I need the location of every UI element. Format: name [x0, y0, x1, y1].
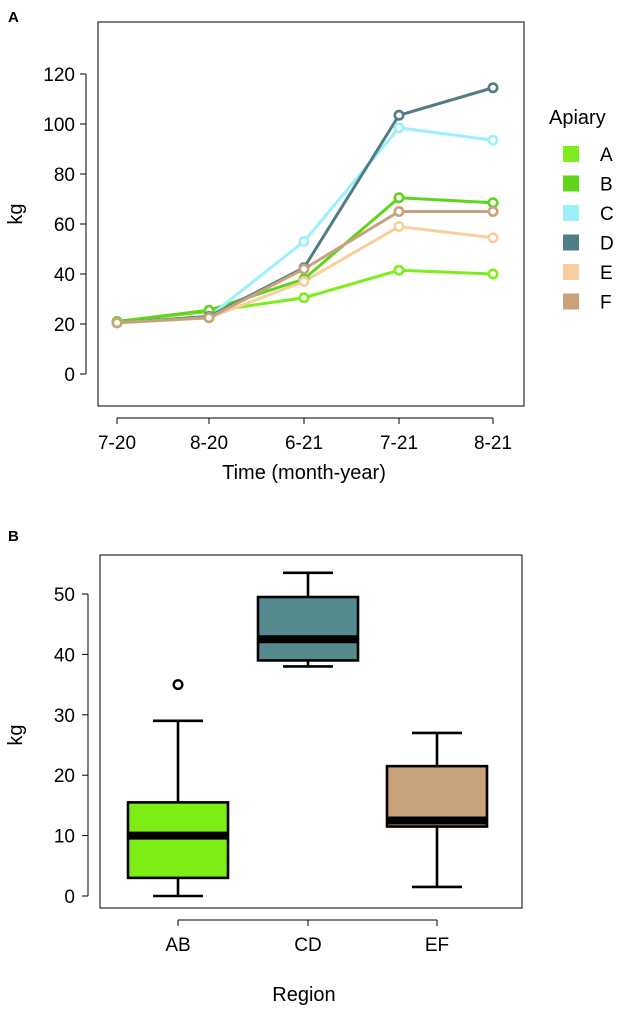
legend-title: Apiary: [549, 107, 606, 129]
legend-swatch-a: [563, 146, 579, 162]
plot-b-y-tick-label: 20: [54, 766, 75, 787]
legend-swatch-e: [563, 264, 579, 280]
plot-a-y-tick-label: 120: [43, 65, 75, 86]
series-f-point: [393, 206, 405, 218]
series-e-point: [393, 221, 405, 233]
plot-b-y-tick-label: 10: [54, 827, 75, 848]
plot-a-y-tick-label: 100: [43, 115, 75, 136]
series-b-point: [487, 197, 499, 209]
legend-label-e: E: [600, 263, 613, 284]
legend-swatch-c: [563, 205, 579, 221]
plot-b-y-tick-label: 30: [54, 706, 75, 727]
plot-b-y-tick-label: 0: [64, 887, 75, 908]
series-f-point: [487, 206, 499, 218]
legend-label-b: B: [600, 175, 613, 196]
legend-swatch-b: [563, 175, 579, 192]
plot-a-y-title: kg: [5, 203, 27, 224]
box-ef: [385, 764, 489, 828]
series-f-point: [111, 317, 123, 329]
plot-a-x-tick-label: 8-21: [474, 433, 512, 454]
plot-a-x-tick-label: 7-20: [98, 433, 136, 454]
plot-b-y-tick-label: 50: [54, 585, 75, 606]
series-e-point: [298, 275, 310, 287]
series-c-point: [487, 134, 499, 146]
series-d-point: [393, 109, 405, 121]
series-b-point: [393, 192, 405, 204]
legend-label-a: A: [600, 145, 613, 166]
plot-a-y-tick-label: 40: [54, 265, 75, 286]
plot-b-x-tick-label: CD: [294, 935, 321, 956]
series-a-point: [298, 292, 310, 304]
series-f-point: [203, 312, 215, 324]
plot-a-frame: [97, 21, 525, 407]
panel-b-letter: B: [8, 528, 19, 545]
series-a-point: [487, 268, 499, 280]
plot-b-x-tick-label: AB: [165, 935, 190, 956]
plot-a-y-tick-label: 60: [54, 215, 75, 236]
series-line-d: [116, 86, 494, 325]
legend-swatch-f: [563, 293, 579, 310]
legend-label-d: D: [600, 234, 614, 255]
box-cd: [256, 595, 360, 662]
plot-a-x-tick-label: 8-20: [190, 433, 228, 454]
plot-a-y-tick-label: 20: [54, 315, 75, 336]
box-ab: [126, 801, 230, 880]
series-f-point: [298, 263, 310, 275]
plot-b-frame: [99, 554, 523, 909]
plot-b-x-title: Region: [272, 984, 335, 1006]
series-c-point: [393, 122, 405, 134]
series-d-point: [487, 82, 499, 94]
plot-b-y-title: kg: [5, 724, 27, 745]
panel-a-letter: A: [8, 9, 19, 26]
plot-a-x-tick-label: 6-21: [285, 433, 323, 454]
series-a-point: [393, 264, 405, 276]
plot-b-y-tick-label: 40: [54, 645, 75, 666]
legend-label-f: F: [600, 293, 612, 314]
box-ab-outlier: [172, 679, 184, 691]
plot-a-y-tick-label: 0: [64, 365, 75, 386]
legend-swatch-d: [563, 234, 579, 251]
plot-a-y-tick-label: 80: [54, 165, 75, 186]
series-e-point: [487, 232, 499, 244]
legend-label-c: C: [600, 204, 614, 225]
plot-a-x-title: Time (month-year): [222, 462, 386, 484]
series-c-point: [298, 236, 310, 248]
plot-a-x-tick-label: 7-21: [380, 433, 418, 454]
plot-b-x-tick-label: EF: [425, 935, 449, 956]
